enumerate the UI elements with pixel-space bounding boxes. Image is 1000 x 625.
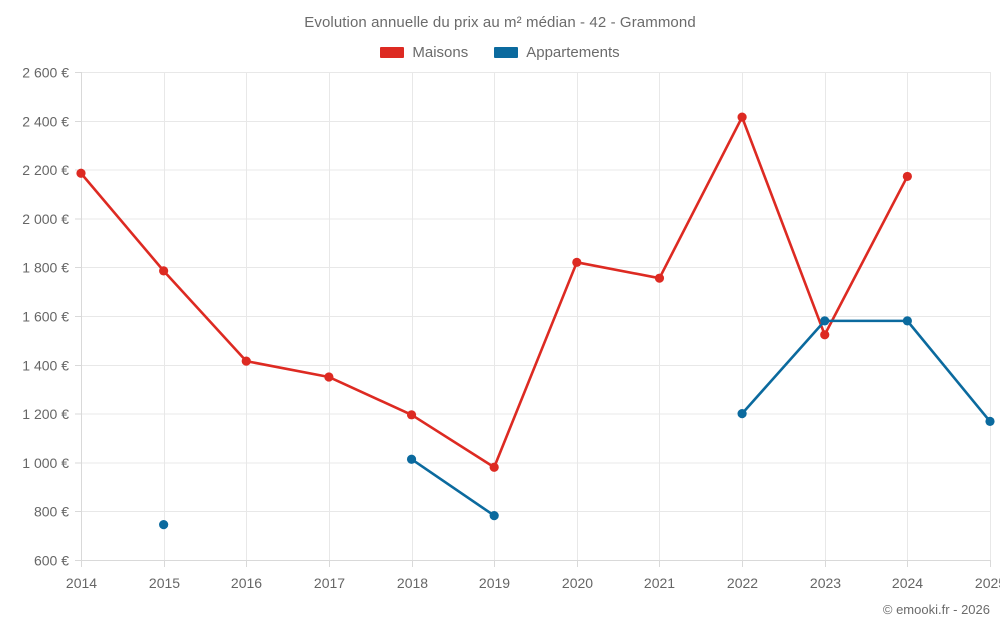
x-axis-label: 2019 [479, 575, 510, 591]
y-axis-label: 800 € [34, 504, 69, 520]
x-axis-label: 2020 [562, 575, 593, 591]
x-axis-label: 2015 [149, 575, 180, 591]
legend-label-maisons: Maisons [412, 44, 469, 61]
legend-item-maisons[interactable]: Maisons [380, 44, 468, 61]
y-axis-label: 2 200 € [22, 162, 69, 178]
y-axis-label: 600 € [34, 553, 69, 569]
y-axis-label: 1 200 € [22, 406, 69, 422]
legend-swatch-maisons [380, 47, 405, 58]
chart-title: Evolution annuelle du prix au m² médian … [304, 14, 696, 31]
data-point[interactable] [241, 356, 251, 366]
y-axis-label: 2 600 € [22, 65, 69, 81]
data-point[interactable] [76, 168, 86, 178]
x-axis-label: 2017 [314, 575, 345, 591]
y-axis-label: 2 400 € [22, 113, 69, 129]
data-point[interactable] [406, 454, 417, 464]
data-point[interactable] [820, 316, 830, 326]
x-axis-label: 2014 [66, 575, 97, 591]
y-axis-label: 1 800 € [22, 260, 69, 276]
data-point[interactable] [159, 520, 169, 530]
x-axis-label: 2024 [892, 575, 923, 591]
y-axis-label: 1 000 € [22, 455, 69, 471]
y-axis-label: 1 600 € [22, 309, 69, 325]
credit-attribution: © emooki.fr - 2026 [882, 602, 990, 617]
x-axis-label: 2025 [975, 575, 1000, 591]
data-point[interactable] [489, 462, 499, 472]
data-point[interactable] [985, 416, 995, 427]
series-line-appartements [410, 457, 496, 517]
data-point[interactable] [737, 409, 747, 419]
data-point[interactable] [902, 316, 912, 326]
data-point[interactable] [902, 171, 912, 182]
y-axis-label: 1 400 € [22, 357, 69, 373]
legend-swatch-appartements [494, 47, 519, 58]
x-axis-label: 2016 [231, 575, 262, 591]
x-axis-label: 2021 [644, 575, 675, 591]
data-point[interactable] [572, 257, 582, 267]
x-axis-label: 2023 [810, 575, 841, 591]
x-axis-label: 2022 [727, 575, 758, 591]
y-axis-label: 2 000 € [22, 211, 69, 227]
chart-legend: Maisons Appartements [0, 44, 1000, 61]
series-line-appartements [740, 319, 992, 423]
data-point[interactable] [737, 112, 747, 122]
legend-item-appartements[interactable]: Appartements [494, 44, 620, 61]
x-axis-label: 2018 [397, 575, 428, 591]
data-point[interactable] [820, 330, 830, 340]
data-point[interactable] [324, 372, 334, 382]
data-point[interactable] [489, 510, 499, 521]
data-point[interactable] [406, 410, 417, 420]
legend-label-appartements: Appartements [526, 44, 620, 61]
data-point[interactable] [654, 273, 665, 283]
data-point[interactable] [159, 266, 169, 276]
